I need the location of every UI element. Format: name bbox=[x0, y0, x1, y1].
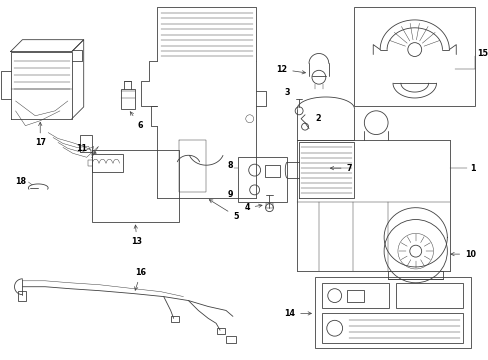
Bar bbox=[80, 135, 91, 152]
Bar bbox=[265, 203, 273, 208]
Bar bbox=[321, 314, 462, 343]
Text: 8: 8 bbox=[227, 161, 232, 170]
Text: 1: 1 bbox=[469, 164, 475, 173]
Text: 15: 15 bbox=[476, 49, 487, 58]
Text: 11: 11 bbox=[77, 144, 96, 154]
Text: 17: 17 bbox=[35, 122, 46, 148]
Text: 18: 18 bbox=[16, 177, 26, 186]
Bar bbox=[321, 283, 388, 309]
Text: 9: 9 bbox=[227, 190, 232, 199]
Bar bbox=[354, 7, 474, 106]
Bar bbox=[91, 150, 178, 221]
Bar bbox=[217, 328, 224, 334]
Text: 14: 14 bbox=[284, 309, 311, 318]
Text: 2: 2 bbox=[314, 114, 320, 123]
Text: 4: 4 bbox=[244, 203, 262, 212]
Text: 13: 13 bbox=[131, 225, 142, 246]
Text: 5: 5 bbox=[209, 200, 238, 221]
Text: 16: 16 bbox=[134, 268, 146, 290]
Bar bbox=[395, 283, 462, 309]
Bar bbox=[225, 336, 235, 343]
Bar bbox=[264, 165, 280, 177]
Bar bbox=[314, 277, 470, 348]
Bar bbox=[237, 157, 286, 202]
Text: 7: 7 bbox=[330, 164, 351, 173]
Bar bbox=[91, 154, 123, 172]
Text: 12: 12 bbox=[276, 65, 305, 74]
Text: 6: 6 bbox=[130, 112, 142, 130]
Bar bbox=[170, 316, 178, 322]
Bar bbox=[19, 291, 26, 301]
Text: 3: 3 bbox=[284, 88, 290, 97]
Text: 10: 10 bbox=[450, 249, 475, 258]
Bar bbox=[121, 89, 135, 109]
Bar bbox=[346, 290, 364, 302]
